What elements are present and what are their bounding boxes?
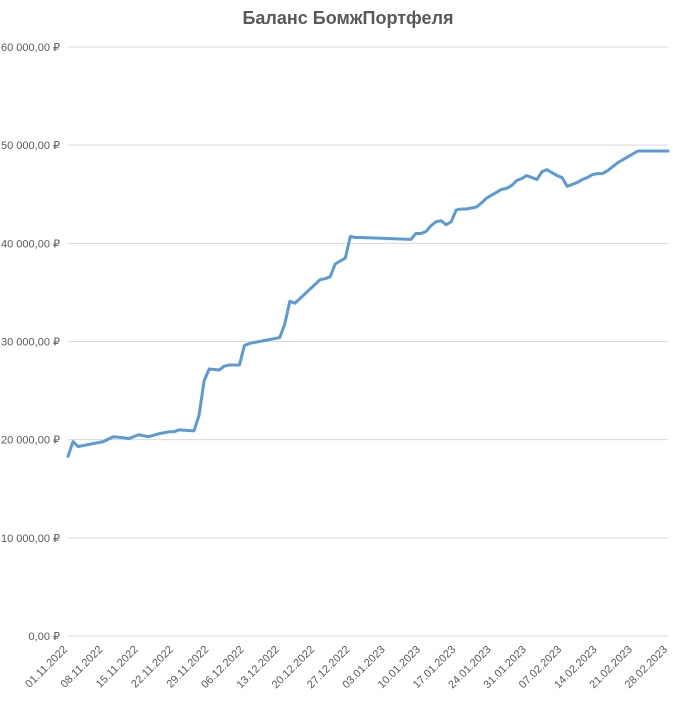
y-axis-ticks: 0,00 ₽ 10 000,00 ₽ 20 000,00 ₽ 30 000,00 ₽ 4… xyxy=(1,42,60,643)
y-tick-label: 60 000,00 ₽ xyxy=(1,42,60,54)
y-tick-label: 50 000,00 ₽ xyxy=(1,140,60,152)
gridlines xyxy=(68,46,668,637)
y-tick-label: 20 000,00 ₽ xyxy=(1,435,60,447)
series-line xyxy=(66,149,670,458)
y-tick-label: 0,00 ₽ xyxy=(29,631,60,643)
series-lines xyxy=(66,149,670,458)
y-tick-label: 40 000,00 ₽ xyxy=(1,238,60,250)
y-tick-label: 10 000,00 ₽ xyxy=(1,533,60,545)
chart-title: Баланс БомжПортфеля xyxy=(242,8,454,28)
x-axis-ticks: 01.11.202208.11.202215.11.202222.11.2022… xyxy=(23,644,670,691)
y-tick-label: 30 000,00 ₽ xyxy=(1,337,60,349)
